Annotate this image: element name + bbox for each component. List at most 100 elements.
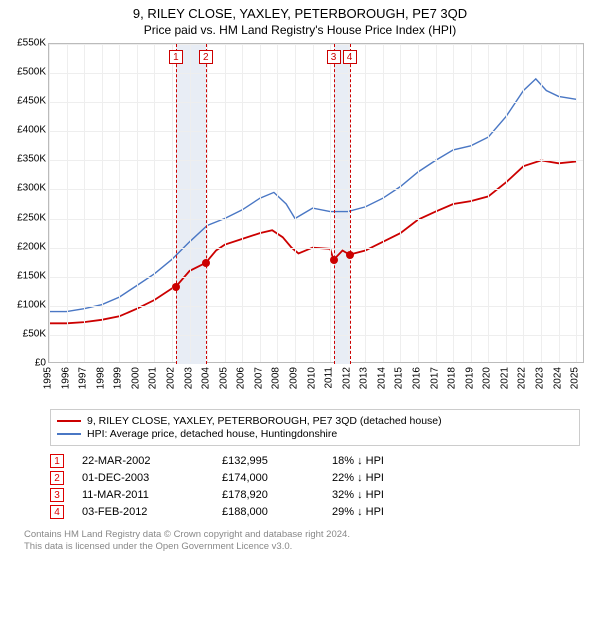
gridline-horizontal (49, 73, 583, 74)
title-block: 9, RILEY CLOSE, YAXLEY, PETERBOROUGH, PE… (10, 6, 590, 37)
y-tick-label: £400K (17, 125, 46, 136)
gridline-vertical (559, 44, 560, 362)
transaction-delta: 32% ↓ HPI (332, 489, 432, 501)
gridline-vertical (488, 44, 489, 362)
gridline-vertical (84, 44, 85, 362)
x-tick-label: 2003 (183, 367, 194, 389)
x-tick-label: 2013 (359, 367, 370, 389)
gridline-vertical (190, 44, 191, 362)
y-tick-label: £50K (23, 328, 46, 339)
gridline-vertical (471, 44, 472, 362)
transaction-price: £178,920 (222, 489, 332, 501)
gridline-vertical (453, 44, 454, 362)
transaction-row: 122-MAR-2002£132,99518% ↓ HPI (50, 454, 580, 468)
x-tick-label: 2018 (447, 367, 458, 389)
y-tick-label: £150K (17, 270, 46, 281)
legend-row: HPI: Average price, detached house, Hunt… (57, 428, 573, 440)
gridline-horizontal (49, 248, 583, 249)
gridline-vertical (383, 44, 384, 362)
y-tick-label: £250K (17, 212, 46, 223)
footnote-line1: Contains HM Land Registry data © Crown c… (24, 529, 580, 541)
transaction-delta: 18% ↓ HPI (332, 455, 432, 467)
transaction-row: 403-FEB-2012£188,00029% ↓ HPI (50, 505, 580, 519)
gridline-vertical (119, 44, 120, 362)
y-tick-label: £200K (17, 241, 46, 252)
marker-vline (350, 44, 351, 364)
transaction-point (346, 251, 354, 259)
x-tick-label: 1995 (43, 367, 54, 389)
marker-number-box: 2 (199, 50, 213, 64)
gridline-horizontal (49, 335, 583, 336)
x-tick-label: 1999 (113, 367, 124, 389)
y-tick-label: £100K (17, 299, 46, 310)
y-axis: £0£50K£100K£150K£200K£250K£300K£350K£400… (10, 43, 48, 363)
transaction-number: 2 (50, 471, 64, 485)
transaction-number: 4 (50, 505, 64, 519)
y-tick-label: £300K (17, 183, 46, 194)
transaction-date: 03-FEB-2012 (82, 506, 222, 518)
transaction-price: £132,995 (222, 455, 332, 467)
marker-vline (206, 44, 207, 364)
footnote-line2: This data is licensed under the Open Gov… (24, 541, 580, 553)
transaction-date: 01-DEC-2003 (82, 472, 222, 484)
x-tick-label: 2001 (148, 367, 159, 389)
title-address: 9, RILEY CLOSE, YAXLEY, PETERBOROUGH, PE… (10, 6, 590, 21)
chart-area: £0£50K£100K£150K£200K£250K£300K£350K£400… (10, 43, 590, 403)
legend: 9, RILEY CLOSE, YAXLEY, PETERBOROUGH, PE… (50, 409, 580, 446)
x-tick-label: 2011 (324, 367, 335, 389)
x-tick-label: 1996 (60, 367, 71, 389)
x-tick-label: 2000 (130, 367, 141, 389)
transaction-delta: 22% ↓ HPI (332, 472, 432, 484)
gridline-vertical (67, 44, 68, 362)
legend-label: 9, RILEY CLOSE, YAXLEY, PETERBOROUGH, PE… (87, 415, 442, 427)
gridline-vertical (523, 44, 524, 362)
transaction-row: 2 01-DEC-2003£174,00022% ↓ HPI (50, 471, 580, 485)
gridline-vertical (418, 44, 419, 362)
x-tick-label: 2015 (394, 367, 405, 389)
gridline-vertical (277, 44, 278, 362)
x-tick-label: 2010 (306, 367, 317, 389)
transaction-delta: 29% ↓ HPI (332, 506, 432, 518)
x-tick-label: 2025 (570, 367, 581, 389)
line-series-svg (49, 44, 585, 364)
gridline-horizontal (49, 44, 583, 45)
transaction-point (172, 283, 180, 291)
marker-number-box: 3 (327, 50, 341, 64)
gridline-vertical (207, 44, 208, 362)
gridline-horizontal (49, 131, 583, 132)
x-tick-label: 2021 (499, 367, 510, 389)
gridline-vertical (137, 44, 138, 362)
marker-number-box: 1 (169, 50, 183, 64)
transaction-table: 122-MAR-2002£132,99518% ↓ HPI 2 01-DEC-200… (50, 454, 580, 519)
gridline-vertical (260, 44, 261, 362)
gridline-horizontal (49, 306, 583, 307)
gridline-vertical (172, 44, 173, 362)
gridline-horizontal (49, 219, 583, 220)
gridline-vertical (541, 44, 542, 362)
x-tick-label: 2016 (412, 367, 423, 389)
x-tick-label: 2014 (376, 367, 387, 389)
x-tick-label: 2024 (552, 367, 563, 389)
gridline-vertical (295, 44, 296, 362)
gridline-vertical (436, 44, 437, 362)
x-tick-label: 2006 (236, 367, 247, 389)
gridline-vertical (313, 44, 314, 362)
x-tick-label: 2009 (289, 367, 300, 389)
transaction-point (202, 259, 210, 267)
transaction-date: 22-MAR-2002 (82, 455, 222, 467)
footnote: Contains HM Land Registry data © Crown c… (24, 529, 580, 554)
gridline-vertical (225, 44, 226, 362)
y-tick-label: £350K (17, 154, 46, 165)
x-tick-label: 2023 (535, 367, 546, 389)
x-tick-label: 2022 (517, 367, 528, 389)
transaction-price: £174,000 (222, 472, 332, 484)
x-tick-label: 2019 (464, 367, 475, 389)
transaction-number: 3 (50, 488, 64, 502)
gridline-vertical (102, 44, 103, 362)
legend-swatch (57, 433, 81, 435)
legend-row: 9, RILEY CLOSE, YAXLEY, PETERBOROUGH, PE… (57, 415, 573, 427)
y-tick-label: £500K (17, 67, 46, 78)
gridline-horizontal (49, 189, 583, 190)
x-tick-label: 2007 (253, 367, 264, 389)
x-tick-label: 1998 (95, 367, 106, 389)
